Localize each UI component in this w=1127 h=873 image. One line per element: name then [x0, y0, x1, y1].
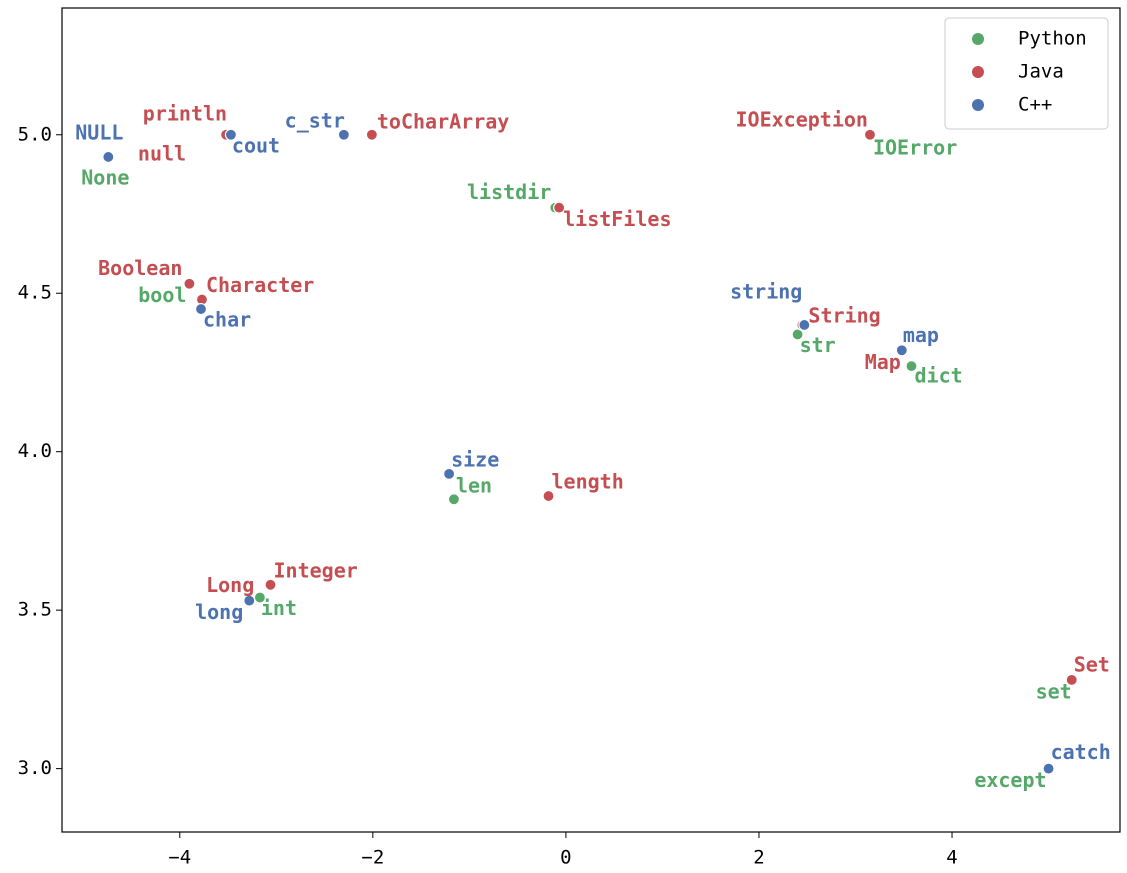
legend-label: Java	[1018, 61, 1064, 83]
point-label: size	[451, 447, 499, 471]
point-label: Integer	[274, 558, 358, 582]
x-tick-label: −2	[361, 847, 384, 869]
legend-marker	[972, 99, 984, 111]
point-label: listFiles	[563, 207, 671, 231]
x-tick-label: 2	[753, 847, 764, 869]
point	[791, 328, 804, 341]
point-label: IOError	[873, 135, 957, 159]
point-label: bool	[138, 283, 186, 307]
x-tick-label: 0	[560, 847, 571, 869]
point-label: null	[138, 141, 186, 165]
point	[1042, 762, 1055, 775]
point-label: str	[800, 333, 836, 357]
point-label: cout	[232, 133, 280, 157]
y-tick-label: 3.0	[18, 757, 52, 779]
point-label: dict	[914, 364, 962, 388]
point	[905, 360, 918, 373]
x-tick-label: 4	[946, 847, 957, 869]
y-tick-label: 3.5	[18, 599, 52, 621]
point	[442, 467, 456, 480]
point-label: char	[203, 308, 251, 332]
point-label: len	[456, 474, 492, 498]
point	[183, 277, 196, 290]
legend-box	[944, 17, 1109, 130]
point-label: None	[81, 165, 129, 189]
x-tick-label: −4	[168, 847, 191, 869]
point-label: Map	[865, 350, 901, 374]
point-label: map	[903, 323, 939, 347]
point-label: listdir	[467, 180, 551, 204]
point-label: long	[195, 600, 243, 624]
point-label: NULL	[75, 120, 123, 144]
legend-marker	[972, 33, 984, 45]
point-label: Long	[206, 573, 254, 597]
point	[102, 150, 115, 164]
point-label: IOException	[736, 107, 868, 131]
point-label: println	[143, 101, 227, 125]
point-label: Boolean	[98, 256, 182, 280]
point-label: length	[552, 470, 624, 494]
point	[447, 493, 461, 506]
point-label: string	[730, 279, 802, 303]
point	[194, 302, 208, 316]
point	[863, 128, 877, 141]
legend-label: C++	[1018, 94, 1052, 116]
point	[337, 128, 350, 141]
point	[1065, 673, 1078, 686]
point-label: set	[1036, 679, 1072, 703]
legend-label: Python	[1018, 28, 1087, 50]
plot-frame	[61, 7, 1121, 833]
point-label: String	[808, 303, 880, 327]
y-tick-label: 5.0	[18, 123, 52, 145]
y-tick-label: 4.5	[18, 282, 52, 304]
point	[243, 594, 256, 607]
point	[365, 128, 378, 141]
y-tick-label: 4.0	[18, 440, 52, 462]
point-label: except	[974, 768, 1046, 792]
point-label: Character	[206, 273, 314, 297]
legend-marker	[972, 66, 984, 78]
point-label: catch	[1051, 740, 1111, 764]
point	[264, 578, 277, 591]
point-label: c_str	[285, 108, 345, 132]
point-label: int	[261, 596, 297, 620]
point	[895, 344, 908, 357]
point	[798, 318, 811, 332]
point	[542, 489, 555, 503]
point-label: toCharArray	[377, 109, 509, 133]
point	[553, 201, 566, 214]
point	[224, 128, 238, 141]
point-label: Set	[1074, 652, 1110, 676]
